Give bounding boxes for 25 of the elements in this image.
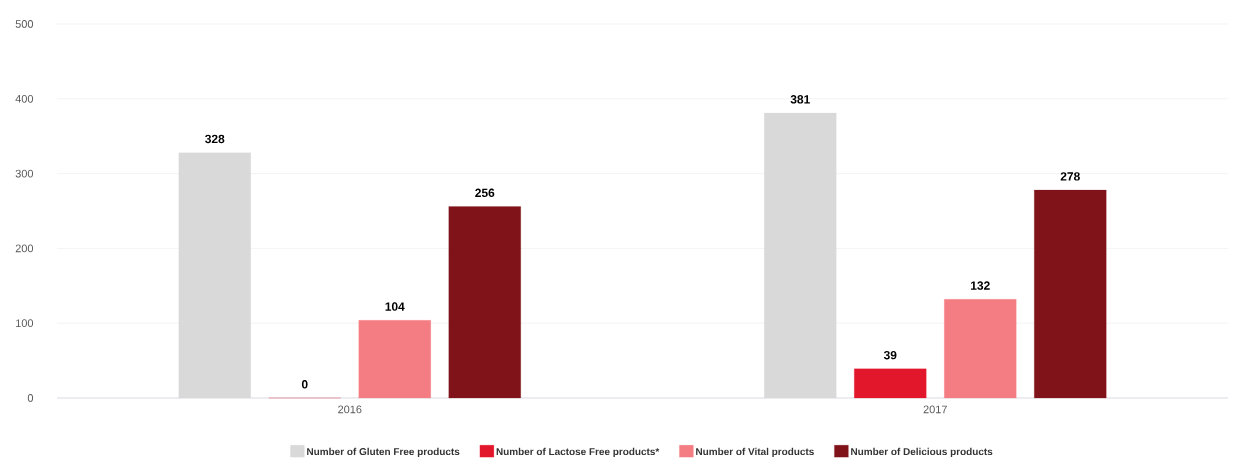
legend-label: Number of Vital products	[696, 447, 814, 458]
y-tick-label: 400	[15, 94, 34, 103]
bar	[944, 299, 1017, 399]
data-label: 39	[883, 350, 897, 360]
data-label: 381	[790, 95, 810, 104]
y-tick-label: 500	[15, 20, 34, 28]
data-label: 328	[205, 134, 225, 144]
y-tick-label: 300	[15, 169, 34, 178]
bar	[854, 368, 927, 399]
y-tick-label: 100	[16, 319, 34, 328]
data-label: 256	[475, 188, 495, 198]
y-tick-label: 200	[15, 244, 34, 253]
y-tick-label: 0	[27, 394, 34, 402]
data-label: 0	[301, 380, 308, 389]
legend-label: Number of Delicious products	[851, 447, 993, 458]
x-tick-label: 2017	[923, 405, 947, 414]
x-tick-label: 2016	[338, 405, 362, 414]
legend-label: Number of Gluten Free products	[307, 447, 460, 458]
data-label: 132	[971, 281, 990, 290]
bar	[1034, 189, 1107, 399]
legend-label: Number of Lactose Free products*	[496, 447, 660, 458]
bar	[358, 320, 431, 399]
bar	[448, 206, 521, 399]
data-label: 278	[1060, 172, 1080, 181]
data-label: 104	[385, 302, 405, 311]
